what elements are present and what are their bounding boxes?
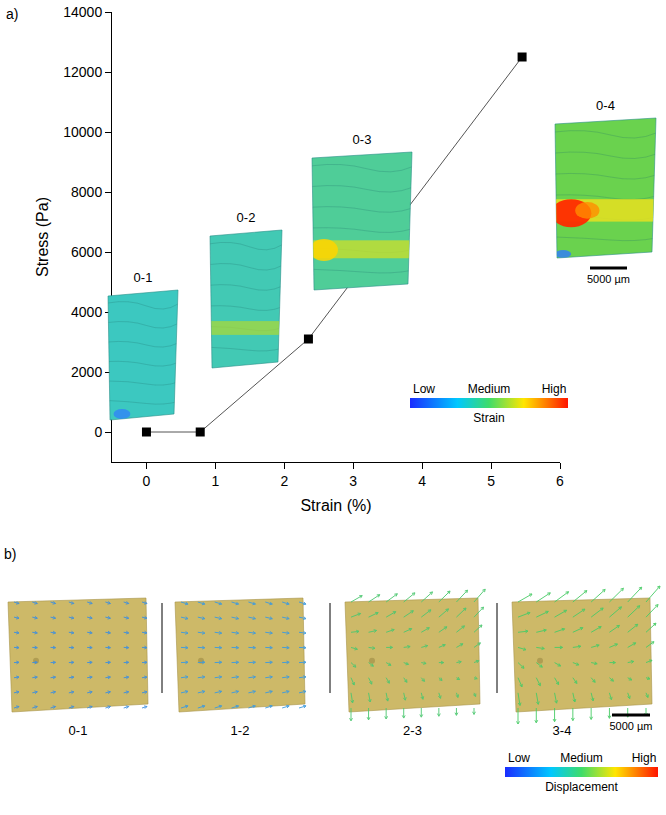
svg-text:2: 2	[280, 473, 288, 489]
svg-text:Medium: Medium	[560, 751, 603, 765]
svg-text:1: 1	[211, 473, 219, 489]
svg-text:Strain (%): Strain (%)	[300, 497, 371, 514]
svg-text:0-1: 0-1	[134, 270, 153, 285]
svg-text:5000 µm: 5000 µm	[587, 273, 630, 285]
svg-text:4000: 4000	[71, 304, 102, 320]
svg-text:3: 3	[349, 473, 357, 489]
svg-text:b): b)	[4, 546, 16, 562]
svg-text:10000: 10000	[63, 124, 102, 140]
svg-text:0-4: 0-4	[596, 98, 615, 113]
svg-text:High: High	[632, 751, 657, 765]
svg-text:0: 0	[94, 424, 102, 440]
svg-text:5000 µm: 5000 µm	[609, 720, 652, 732]
svg-text:Stress (Pa): Stress (Pa)	[34, 197, 51, 277]
svg-text:0-3: 0-3	[353, 132, 372, 147]
svg-text:3-4: 3-4	[553, 723, 572, 738]
svg-text:6000: 6000	[71, 244, 102, 260]
svg-text:0-1: 0-1	[69, 723, 88, 738]
svg-text:0: 0	[143, 473, 151, 489]
svg-text:Low: Low	[413, 382, 435, 396]
svg-text:1-2: 1-2	[231, 723, 250, 738]
svg-text:5: 5	[487, 473, 495, 489]
svg-text:6: 6	[556, 473, 564, 489]
svg-text:0-2: 0-2	[237, 210, 256, 225]
svg-text:High: High	[542, 382, 567, 396]
svg-text:Displacement: Displacement	[545, 780, 618, 794]
svg-text:Medium: Medium	[468, 382, 511, 396]
svg-text:2-3: 2-3	[403, 723, 422, 738]
svg-text:Strain: Strain	[473, 411, 504, 425]
svg-text:8000: 8000	[71, 184, 102, 200]
svg-text:Low: Low	[508, 751, 530, 765]
svg-text:2000: 2000	[71, 364, 102, 380]
svg-text:14000: 14000	[63, 4, 102, 20]
svg-text:4: 4	[418, 473, 426, 489]
svg-text:12000: 12000	[63, 64, 102, 80]
svg-text:a): a)	[6, 6, 18, 22]
